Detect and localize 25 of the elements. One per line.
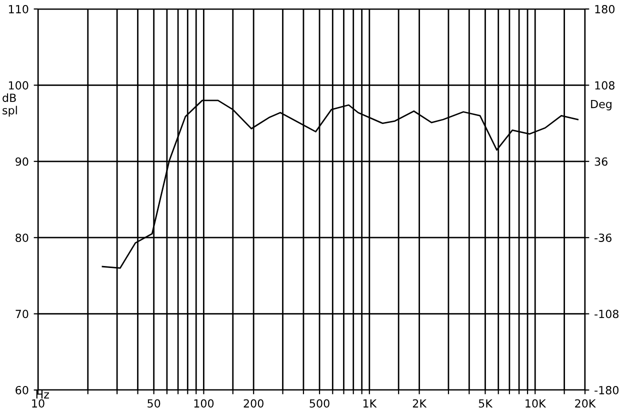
- y2-tick-label: -36: [594, 234, 612, 242]
- y-tick-label: 60: [16, 386, 28, 394]
- x-tick-label: 200: [244, 399, 264, 408]
- y2-tick-label: -108: [594, 310, 618, 318]
- x-tick-label: 1K: [363, 399, 377, 408]
- y-axis-title: dB spl: [2, 93, 17, 117]
- y2-tick-label: 180: [595, 4, 614, 14]
- x-tick-label: 2K: [412, 399, 427, 408]
- y-tick-label: 90: [16, 157, 28, 166]
- y-tick-label: 70: [16, 310, 28, 318]
- x-axis-title: Hz: [36, 390, 49, 398]
- y2-tick-label: 36: [594, 157, 608, 166]
- y2-axis-title: Deg: [591, 100, 612, 110]
- y2-tick-label: -180: [594, 386, 619, 394]
- x-tick-label: 5K: [478, 399, 493, 408]
- y-tick-label: 80: [16, 234, 28, 242]
- x-tick-label: 500: [310, 399, 330, 408]
- x-tick-label: 20K: [575, 399, 596, 408]
- x-tick-label: 50: [148, 399, 160, 408]
- x-tick-label: 10: [32, 399, 44, 408]
- x-tick-label: 10K: [526, 399, 546, 408]
- y-tick-label: 100: [8, 81, 28, 90]
- x-tick-label: 100: [194, 399, 214, 408]
- y-tick-label: 110: [8, 4, 28, 14]
- y2-tick-label: 108: [595, 81, 614, 90]
